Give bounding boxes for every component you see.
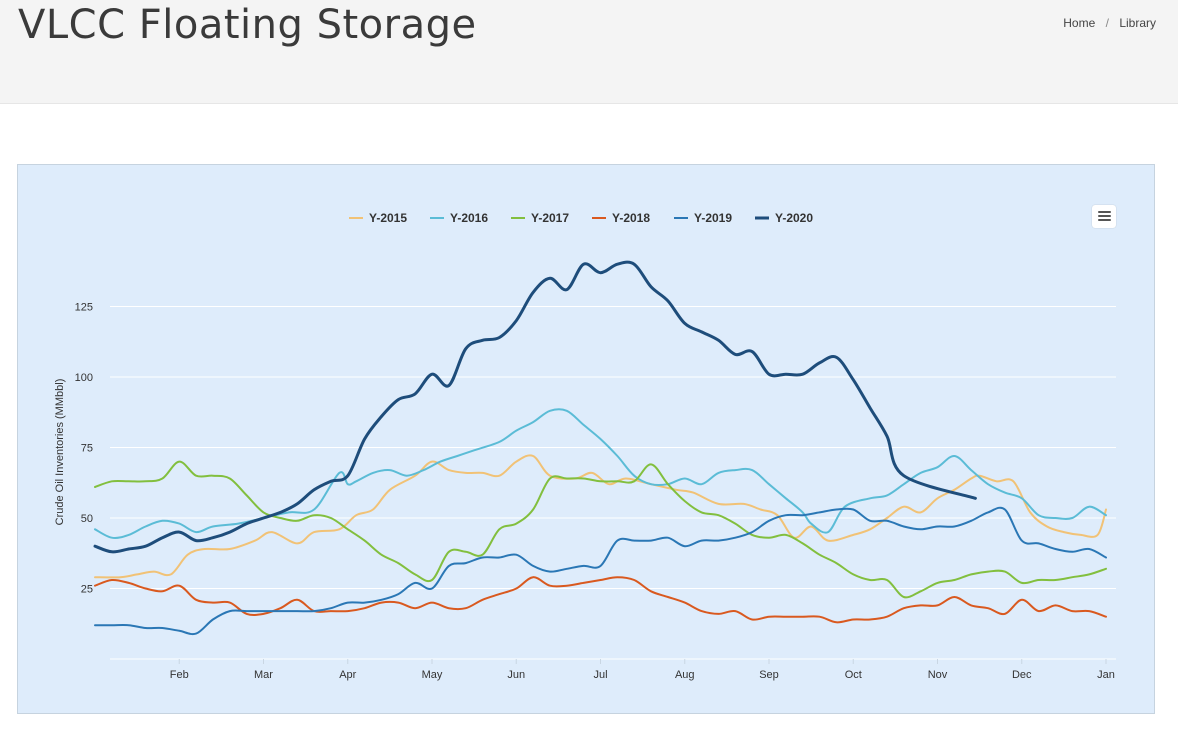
- series-line-y-2018[interactable]: [94, 576, 1107, 624]
- chart-container: [17, 164, 1155, 714]
- legend-item-label[interactable]: Y-2016: [450, 211, 488, 225]
- hamburger-menu-icon-bar: [1098, 215, 1111, 217]
- y-tick-label: 125: [75, 302, 93, 314]
- legend-item-label[interactable]: Y-2020: [775, 211, 813, 225]
- x-tick-label: May: [422, 669, 443, 681]
- y-tick-label: 100: [75, 372, 93, 384]
- legend-item-label[interactable]: Y-2018: [612, 211, 650, 225]
- x-tick-label: Aug: [675, 669, 695, 681]
- legend-item-label[interactable]: Y-2017: [531, 211, 569, 225]
- page-header: VLCC Floating Storage Home / Library: [0, 0, 1178, 104]
- breadcrumb-separator: /: [1105, 16, 1109, 30]
- breadcrumb-library-link[interactable]: Library: [1119, 16, 1156, 30]
- x-tick-label: Nov: [928, 669, 948, 681]
- x-tick-label: Mar: [254, 669, 273, 681]
- series-line-y-2019[interactable]: [94, 506, 1107, 636]
- x-tick-label: Oct: [845, 669, 862, 681]
- legend-item-label[interactable]: Y-2015: [369, 211, 407, 225]
- x-tick-label: Jan: [1097, 669, 1115, 681]
- page-title: VLCC Floating Storage: [18, 2, 477, 48]
- hamburger-menu-icon: [1098, 211, 1111, 213]
- series-line-y-2020[interactable]: [93, 260, 977, 554]
- x-tick-label: Dec: [1012, 669, 1032, 681]
- y-tick-label: 50: [81, 513, 93, 525]
- x-tick-label: Apr: [339, 669, 356, 681]
- x-tick-label: Jul: [593, 669, 607, 681]
- legend-item-label[interactable]: Y-2019: [694, 211, 732, 225]
- x-tick-label: Jun: [507, 669, 525, 681]
- series-line-y-2017[interactable]: [94, 460, 1107, 599]
- x-tick-label: Feb: [170, 669, 189, 681]
- hamburger-menu-icon-bar: [1098, 219, 1111, 221]
- x-tick-label: Sep: [759, 669, 779, 681]
- y-tick-label: 25: [81, 584, 93, 596]
- y-tick-label: 75: [81, 443, 93, 455]
- series-line-y-2016[interactable]: [94, 408, 1107, 539]
- breadcrumb: Home / Library: [1063, 16, 1156, 30]
- series-line-y-2015[interactable]: [94, 454, 1107, 579]
- y-axis-title: Crude Oil Inventories (MMbbl): [54, 379, 66, 526]
- chart-menu-button[interactable]: [1092, 205, 1116, 228]
- breadcrumb-home-link[interactable]: Home: [1063, 16, 1096, 30]
